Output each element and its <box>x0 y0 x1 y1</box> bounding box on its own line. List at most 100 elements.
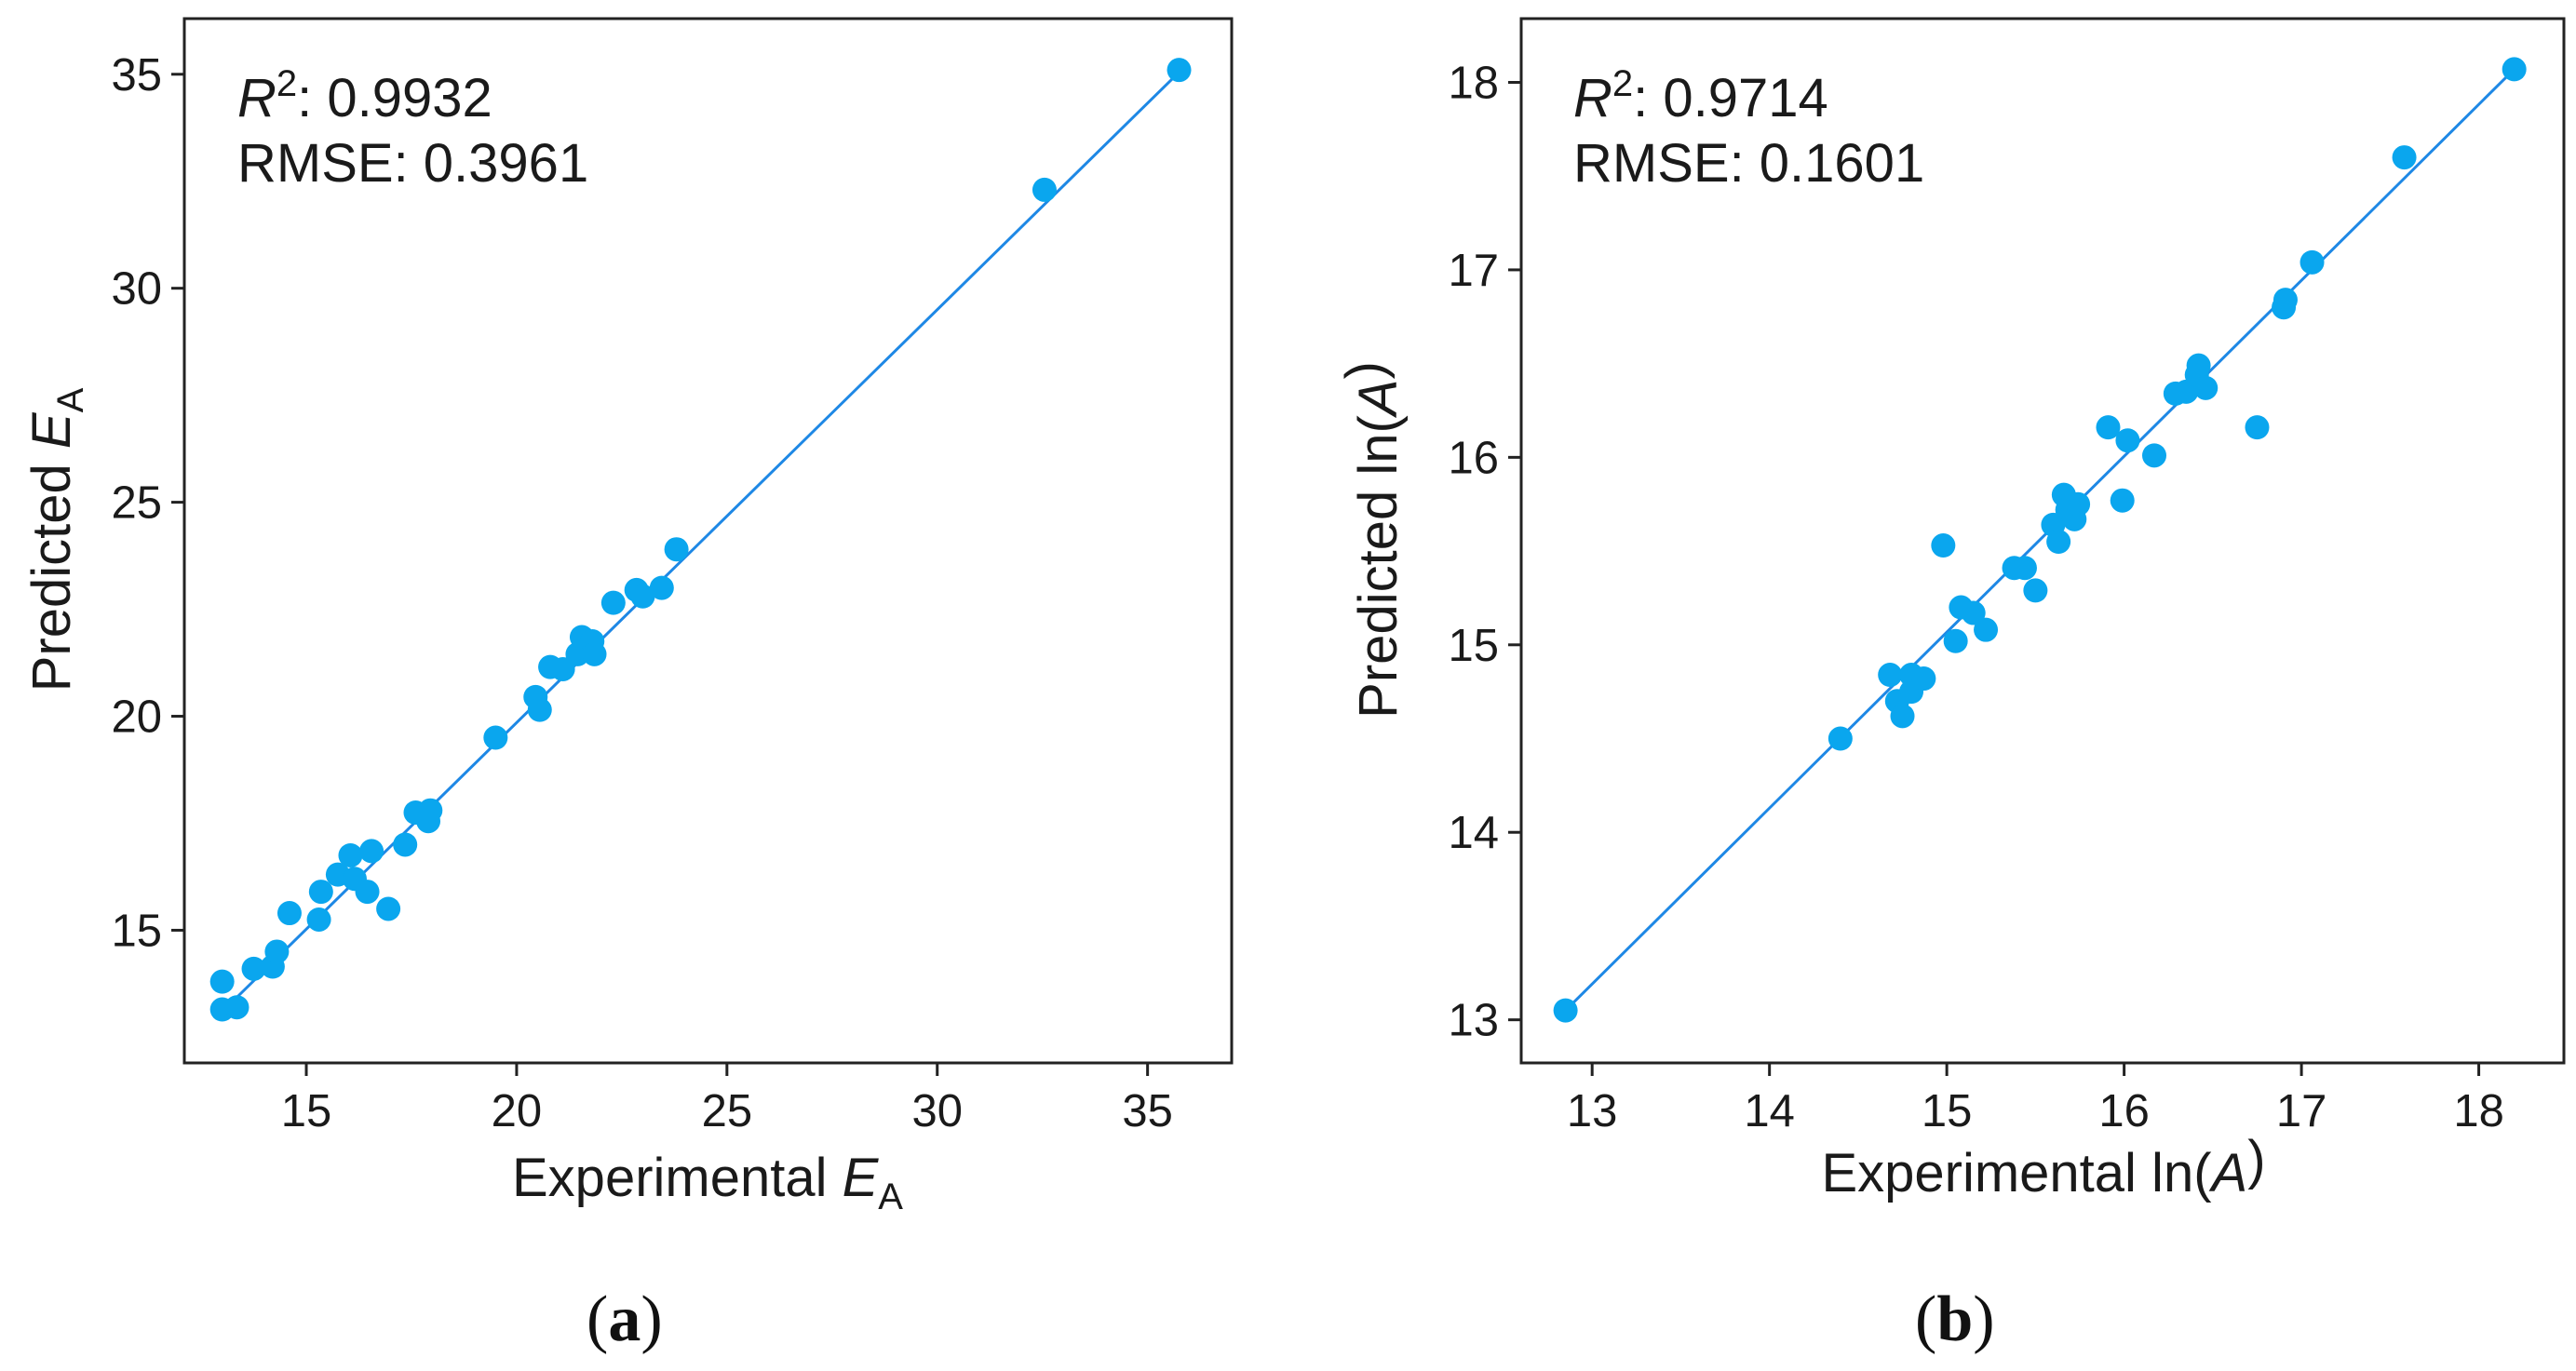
data-point-b-21 <box>2066 491 2091 517</box>
r2-value-b: : 0.9714 <box>1633 68 1828 128</box>
x-axis-label-a: Experimental EA <box>512 1148 903 1217</box>
plot-frame-a <box>182 17 1234 1065</box>
panel-letter-b: b <box>1936 1284 1973 1355</box>
panel-open-a: ( <box>587 1284 608 1355</box>
y-tick-label-a-15: 15 <box>111 906 162 956</box>
data-point-a-21 <box>527 697 552 722</box>
fit-line-b <box>1564 68 2515 1012</box>
data-point-b-34 <box>2300 249 2325 275</box>
y-tick-label-a-25: 25 <box>111 478 162 529</box>
ticks-a: 15 20 25 30 35 15 20 25 30 35 <box>111 50 1172 1136</box>
x-tick-label-b-13: 13 <box>1567 1086 1618 1136</box>
panel-b: 13 14 15 16 17 18 13 14 15 16 17 18 R2: 0.9714 RMSE… <box>1335 17 2566 1355</box>
data-point-a-6 <box>276 901 302 926</box>
data-point-a-0 <box>209 969 235 994</box>
panel-close-b: ) <box>1973 1284 1994 1355</box>
data-point-b-0 <box>1553 998 1578 1023</box>
r2-label-a: R <box>237 68 276 128</box>
data-point-a-12 <box>355 880 380 905</box>
data-point-b-4 <box>1890 704 1915 729</box>
x-label-tail-b: ) <box>2247 1130 2265 1190</box>
data-point-a-14 <box>376 896 401 921</box>
y-tick-label-b-13: 13 <box>1448 996 1499 1046</box>
panel-close-a: ) <box>641 1284 662 1355</box>
data-point-b-2 <box>1878 663 1903 688</box>
x-tick-label-b-17: 17 <box>2276 1086 2327 1136</box>
y-tick-label-b-17: 17 <box>1448 246 1499 296</box>
rmse-annotation-a: RMSE: 0.3961 <box>237 133 588 194</box>
data-point-b-24 <box>2115 428 2140 453</box>
data-point-b-14 <box>2012 556 2037 581</box>
data-point-b-8 <box>1931 533 1956 558</box>
x-tick-label-b-15: 15 <box>1922 1086 1973 1136</box>
data-point-b-7 <box>1911 666 1936 692</box>
x-tick-label-a-30: 30 <box>911 1086 963 1136</box>
y-tick-label-a-35: 35 <box>111 50 162 101</box>
panel-letter-a: a <box>608 1284 641 1355</box>
data-point-a-7 <box>306 907 331 932</box>
data-point-b-17 <box>2046 530 2071 555</box>
data-point-b-22 <box>2096 415 2121 440</box>
panel-open-b: ( <box>1915 1284 1936 1355</box>
data-point-a-32 <box>664 537 689 562</box>
y-tick-label-b-16: 16 <box>1448 433 1499 483</box>
points-a <box>209 58 1192 1022</box>
r2-annotation-b: R2: 0.9714 <box>1573 63 1828 128</box>
data-point-b-36 <box>2502 57 2527 82</box>
panel-a: 15 20 25 30 35 15 20 25 30 35 R2: 0.9932 RMSE: 0.… <box>21 17 1234 1355</box>
x-tick-label-a-25: 25 <box>702 1086 753 1136</box>
data-point-a-33 <box>1032 177 1057 202</box>
y-label-sub-a: A <box>50 387 91 412</box>
x-label-text-b: Experimental ln( <box>1821 1143 2211 1203</box>
data-point-a-30 <box>630 584 655 609</box>
points-b <box>1553 57 2527 1023</box>
data-point-a-23 <box>550 656 575 681</box>
y-tick-label-b-14: 14 <box>1448 808 1499 858</box>
y-axis-label-a: Predicted EA <box>21 387 91 692</box>
x-tick-label-a-20: 20 <box>492 1086 543 1136</box>
data-point-a-34 <box>1167 58 1192 83</box>
data-point-a-13 <box>359 839 384 864</box>
y-axis-label-b: Predicted ln(A) <box>1335 361 1409 719</box>
y-tick-label-a-30: 30 <box>111 264 162 315</box>
data-point-b-25 <box>2142 443 2166 468</box>
y-label-text-a: Predicted <box>21 449 82 692</box>
r2-sup-a: 2 <box>276 63 297 104</box>
data-point-b-9 <box>1943 628 1968 653</box>
x-label-text-a: Experimental <box>512 1148 843 1208</box>
data-point-b-23 <box>2110 488 2135 513</box>
x-label-sub-a: A <box>878 1176 903 1217</box>
data-point-a-8 <box>308 880 333 905</box>
y-label-text-b: Predicted ln( <box>1348 415 1409 719</box>
x-label-var-b: A <box>2209 1143 2248 1203</box>
data-point-b-11 <box>1961 600 1986 625</box>
y-label-tail-b: ) <box>1335 361 1396 379</box>
y-label-var-b: A <box>1348 380 1409 419</box>
panel-label-b: (b) <box>1915 1284 1995 1355</box>
data-point-a-10 <box>338 842 363 867</box>
y-tick-label-b-18: 18 <box>1448 58 1499 108</box>
y-tick-label-a-20: 20 <box>111 692 162 743</box>
r2-sup-b: 2 <box>1612 63 1633 104</box>
data-point-b-33 <box>2273 288 2298 313</box>
x-tick-label-b-18: 18 <box>2453 1086 2504 1136</box>
plot-frame-b <box>1519 17 2566 1065</box>
data-point-b-35 <box>2392 145 2417 170</box>
data-point-b-30 <box>2193 375 2219 400</box>
ticks-b: 13 14 15 16 17 18 13 14 15 16 17 18 <box>1448 58 2503 1136</box>
rmse-annotation-b: RMSE: 0.1601 <box>1573 133 1924 194</box>
data-point-a-5 <box>264 939 290 964</box>
r2-label-b: R <box>1573 68 1612 128</box>
y-tick-label-b-15: 15 <box>1448 621 1499 671</box>
panel-label-a: (a) <box>587 1284 663 1355</box>
x-axis-label-b: Experimental ln(A) <box>1821 1130 2265 1203</box>
x-tick-label-b-16: 16 <box>2098 1086 2150 1136</box>
data-point-a-15 <box>393 832 418 857</box>
data-point-b-29 <box>2186 353 2211 378</box>
data-point-b-1 <box>1827 726 1853 751</box>
data-point-a-19 <box>483 725 508 750</box>
data-point-a-2 <box>224 995 250 1020</box>
y-label-var-a: E <box>21 411 82 449</box>
data-point-a-27 <box>582 641 607 666</box>
data-point-a-18 <box>418 798 443 823</box>
